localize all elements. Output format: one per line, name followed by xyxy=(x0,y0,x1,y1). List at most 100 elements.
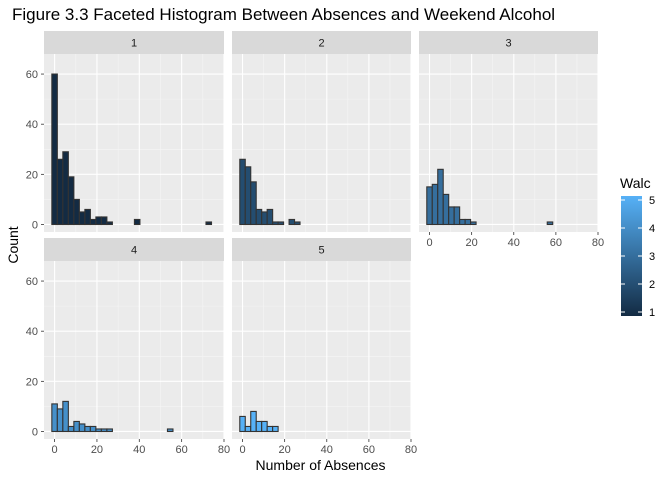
y-tick-label: 60 xyxy=(26,69,38,81)
facet-strip xyxy=(419,31,598,54)
y-tick-label: 20 xyxy=(26,169,38,181)
x-tick-label: 40 xyxy=(508,237,520,249)
histogram-bar xyxy=(261,420,268,433)
y-tick-label: 40 xyxy=(26,119,38,131)
facet-strip-label: 1 xyxy=(131,38,137,50)
histogram-bar xyxy=(244,425,252,433)
x-tick-label: 80 xyxy=(218,444,230,456)
facet-panel-3: 3 0 20 40 60 80 xyxy=(419,31,604,249)
histogram-bar xyxy=(73,420,80,433)
legend-label: 2 xyxy=(649,279,655,291)
histogram-bar xyxy=(255,420,263,433)
histogram-bar xyxy=(244,166,252,226)
histogram-bar xyxy=(459,218,466,226)
histogram-bar xyxy=(89,218,97,226)
histogram-bar xyxy=(166,428,174,433)
histogram-bar xyxy=(67,176,75,226)
chart-title: Figure 3.3 Faceted Histogram Between Abs… xyxy=(12,5,555,24)
histogram-bar xyxy=(453,206,461,226)
x-tick-label: 60 xyxy=(176,444,188,456)
facet-strip-label: 2 xyxy=(318,38,324,50)
x-tick-label: 0 xyxy=(239,444,245,456)
y-tick-label: 40 xyxy=(26,326,38,338)
legend-label: 5 xyxy=(649,195,655,207)
legend: Walc 1 2 3 4 5 xyxy=(620,175,655,319)
histogram-bar xyxy=(106,221,113,226)
y-axis-title: Count xyxy=(5,226,21,263)
histogram-bar xyxy=(448,206,455,226)
legend-label: 3 xyxy=(649,251,655,263)
histogram-bar xyxy=(288,218,296,226)
histogram-bar xyxy=(62,400,69,433)
x-tick-label: 40 xyxy=(133,444,145,456)
histogram-bar xyxy=(100,216,108,226)
histogram-bar xyxy=(272,221,279,226)
x-tick-label: 0 xyxy=(426,237,432,249)
facet-strip xyxy=(232,31,411,54)
facet-panel-1: 1 0 20 40 60 xyxy=(26,31,225,232)
facet-strip xyxy=(44,31,224,54)
histogram-bar xyxy=(437,168,444,226)
x-tick-label: 20 xyxy=(466,237,478,249)
legend-colorbar xyxy=(621,196,642,316)
facet-strip xyxy=(44,238,224,261)
x-tick-label: 60 xyxy=(363,444,375,456)
histogram-bar xyxy=(255,208,263,226)
x-tick-label: 20 xyxy=(279,444,291,456)
histogram-bar xyxy=(239,158,246,226)
histogram-bar xyxy=(133,218,141,226)
histogram-bar xyxy=(205,221,213,226)
facet-strip-label: 5 xyxy=(318,245,324,257)
histogram-bar xyxy=(277,221,285,226)
facet-panel-5: 5 0 20 40 60 80 xyxy=(232,238,417,456)
y-tick-label: 0 xyxy=(32,219,38,231)
histogram-bar xyxy=(431,183,439,226)
legend-title: Walc xyxy=(620,175,651,191)
y-tick-label: 60 xyxy=(26,276,38,288)
histogram-bar xyxy=(426,186,433,226)
histogram-bar xyxy=(272,425,279,433)
histogram-bar xyxy=(266,425,274,433)
x-tick-label: 80 xyxy=(405,444,417,456)
histogram-bar xyxy=(73,198,80,226)
histogram-bar xyxy=(100,428,108,433)
histogram-bar xyxy=(51,73,58,226)
panel-background xyxy=(44,261,224,439)
x-tick-label: 60 xyxy=(550,237,562,249)
facet-strip-label: 4 xyxy=(131,245,137,257)
facet-panel-2: 2 xyxy=(232,31,412,232)
facet-strip-label: 3 xyxy=(505,38,511,50)
histogram-bar xyxy=(78,211,86,226)
histogram-bar xyxy=(106,428,113,433)
histogram-bar xyxy=(442,193,450,226)
x-tick-label: 20 xyxy=(91,444,103,456)
x-tick-label: 0 xyxy=(52,444,58,456)
x-tick-label: 40 xyxy=(321,444,333,456)
histogram-bar xyxy=(89,425,97,433)
histogram-bar xyxy=(84,208,91,226)
histogram-bar xyxy=(84,425,91,433)
histogram-bar xyxy=(250,181,257,226)
legend-label: 4 xyxy=(649,223,655,235)
facet-strip xyxy=(232,238,411,261)
histogram-bar xyxy=(261,211,268,226)
panel-background xyxy=(232,54,411,232)
y-tick-label: 0 xyxy=(32,426,38,438)
histogram-bar xyxy=(62,151,69,226)
histogram-bar xyxy=(250,410,257,433)
histogram-bar xyxy=(56,158,64,226)
histogram-bar xyxy=(51,403,58,433)
histogram-bar xyxy=(470,221,477,226)
histogram-bar xyxy=(78,423,86,433)
histogram-bar xyxy=(67,425,75,433)
histogram-bar xyxy=(266,208,274,226)
x-axis-title: Number of Absences xyxy=(256,457,386,473)
panel-background xyxy=(232,261,411,439)
histogram-bar xyxy=(239,415,246,433)
histogram-bar xyxy=(546,221,554,226)
histogram-bar xyxy=(464,218,472,226)
histogram-bar xyxy=(95,428,102,433)
histogram-bar xyxy=(95,216,102,226)
